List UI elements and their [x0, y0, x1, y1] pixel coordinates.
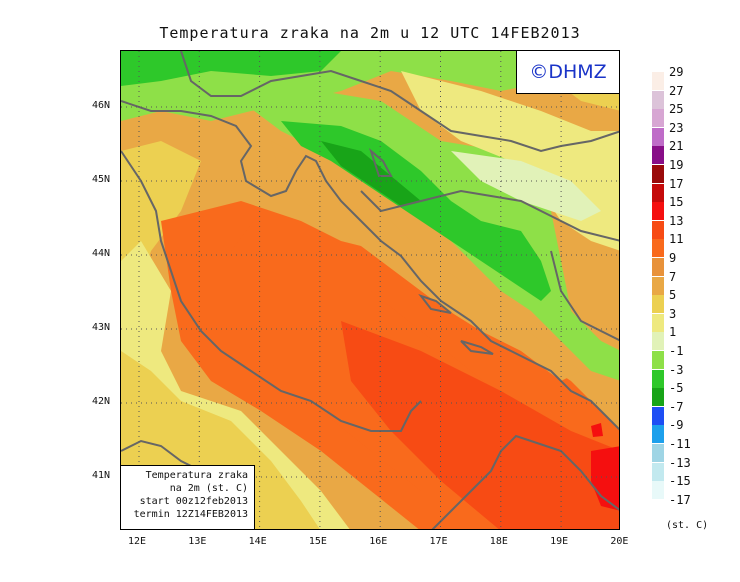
longitude-tick-label: 17E — [429, 536, 448, 547]
legend-label: 13 — [669, 213, 684, 228]
legend-label: 27 — [669, 83, 684, 98]
legend-swatch — [652, 258, 664, 276]
longitude-tick-label: 13E — [188, 536, 207, 547]
legend-label: 17 — [669, 176, 684, 191]
latitude-tick-label: 45N — [92, 174, 111, 185]
latitude-tick-label: 46N — [92, 100, 111, 111]
legend-swatch — [652, 425, 664, 444]
legend-swatch — [652, 369, 664, 388]
legend-swatch — [652, 406, 664, 425]
legend-label: -3 — [669, 362, 684, 377]
legend-label: 5 — [669, 288, 677, 303]
legend-swatch — [652, 481, 664, 500]
legend-label: 25 — [669, 102, 684, 117]
legend-label: -5 — [669, 381, 684, 396]
legend-swatch — [652, 276, 664, 295]
temperature-map: ©DHMZ Temperatura zraka na 2m (st. C) st… — [120, 50, 620, 530]
legend-swatch — [652, 127, 664, 146]
legend-label: -13 — [669, 455, 691, 470]
latitude-tick-label: 44N — [92, 248, 111, 259]
legend-swatch — [652, 220, 664, 239]
info-line-1: Temperatura zraka — [145, 470, 248, 481]
legend-label: 9 — [669, 251, 677, 265]
longitude-tick-label: 20E — [610, 536, 629, 547]
longitude-tick-label: 12E — [128, 536, 147, 547]
longitude-tick-label: 16E — [369, 536, 388, 547]
legend-label: 15 — [669, 195, 684, 210]
legend-label: 1 — [669, 325, 677, 340]
legend-label: 3 — [669, 306, 677, 321]
legend-swatch — [652, 202, 664, 221]
legend-label: -17 — [669, 492, 691, 507]
legend-swatch — [652, 72, 664, 90]
legend-swatch — [652, 332, 664, 351]
legend-swatch — [652, 146, 664, 165]
legend-label: 19 — [669, 158, 684, 172]
legend-label: -15 — [669, 474, 691, 489]
latitude-tick-label: 43N — [92, 322, 111, 333]
info-line-3: start 00z12feb2013 — [139, 496, 248, 507]
latitude-tick-label: 42N — [92, 396, 111, 407]
legend-label: 11 — [669, 232, 684, 247]
longitude-tick-label: 15E — [308, 536, 327, 547]
legend-label: 7 — [669, 269, 677, 284]
longitude-tick-label: 19E — [550, 536, 569, 547]
legend-swatch — [652, 388, 664, 407]
legend-swatch — [652, 313, 664, 332]
legend-swatch — [652, 462, 664, 481]
legend-swatch — [652, 295, 664, 314]
map-title: Temperatura zraka na 2m u 12 UTC 14FEB20… — [159, 24, 581, 42]
legend-swatch — [652, 183, 664, 202]
forecast-info-box: Temperatura zraka na 2m (st. C) start 00… — [121, 465, 255, 529]
legend-swatch — [652, 165, 664, 183]
legend-swatch — [652, 90, 664, 109]
longitude-tick-label: 18E — [489, 536, 508, 547]
info-line-4: termin 12Z14FEB2013 — [133, 509, 248, 520]
legend-label: -1 — [669, 344, 684, 358]
legend-label: -11 — [669, 437, 691, 451]
legend-units: (st. C) — [666, 520, 709, 531]
longitude-tick-label: 14E — [248, 536, 267, 547]
latitude-tick-label: 41N — [92, 470, 111, 481]
legend-swatch — [652, 351, 664, 369]
legend-swatch — [652, 109, 664, 128]
legend-label: -9 — [669, 418, 684, 433]
legend-label: -7 — [669, 399, 684, 414]
legend-label: 23 — [669, 120, 684, 135]
legend-swatch — [652, 444, 664, 462]
legend-label: 21 — [669, 139, 684, 154]
info-line-2: na 2m (st. C) — [169, 483, 248, 494]
legend-label: 29 — [669, 65, 684, 79]
dhmz-logo: ©DHMZ — [516, 51, 619, 94]
legend-swatch — [652, 239, 664, 258]
legend-swatch — [652, 499, 664, 518]
